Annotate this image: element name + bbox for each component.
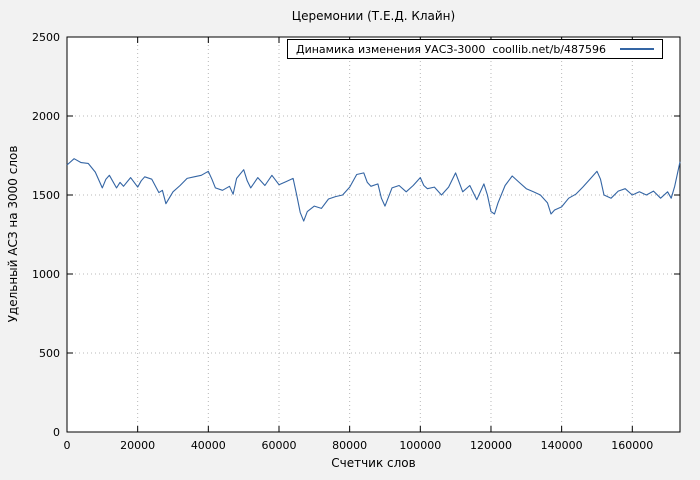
- x-tick-label: 40000: [191, 439, 226, 452]
- plot-border: [66, 36, 681, 433]
- y-tick-label: 1500: [32, 189, 60, 202]
- x-tick-label: 60000: [261, 439, 296, 452]
- y-tick-label: 2500: [32, 31, 60, 44]
- y-tick-label: 500: [39, 347, 60, 360]
- chart-title: Церемонии (Т.Е.Д. Клайн): [291, 9, 456, 23]
- y-axis-label: Удельный АСЗ на 3000 слов: [6, 145, 20, 323]
- x-tick-label: 0: [64, 439, 71, 452]
- x-tick-label: 80000: [332, 439, 367, 452]
- legend: Динамика изменения УАСЗ-3000 coollib.net…: [287, 39, 663, 59]
- series-line: [66, 158, 681, 222]
- x-tick-label: 160000: [611, 439, 653, 452]
- legend-label: Динамика изменения УАСЗ-3000 coollib.net…: [296, 42, 606, 56]
- legend-line-sample-icon: [620, 48, 654, 50]
- y-tick-label: 0: [53, 426, 60, 439]
- y-tick-label: 2000: [32, 110, 60, 123]
- x-tick-label: 100000: [399, 439, 441, 452]
- x-axis-label: Счетчик слов: [331, 456, 416, 470]
- x-tick-label: 120000: [470, 439, 512, 452]
- x-tick-label: 140000: [541, 439, 583, 452]
- plot-area: [67, 37, 680, 432]
- y-tick-label: 1000: [32, 268, 60, 281]
- x-tick-label: 20000: [120, 439, 155, 452]
